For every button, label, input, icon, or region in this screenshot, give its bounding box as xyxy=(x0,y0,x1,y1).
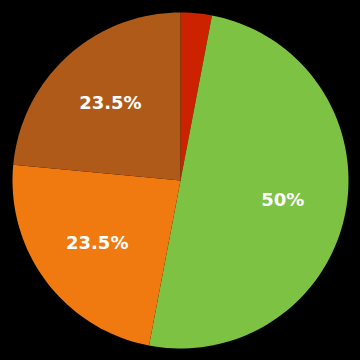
svg-text:23.5%: 23.5% xyxy=(66,232,128,253)
svg-text:50%: 50% xyxy=(261,189,304,210)
svg-text:23.5%: 23.5% xyxy=(79,92,141,113)
